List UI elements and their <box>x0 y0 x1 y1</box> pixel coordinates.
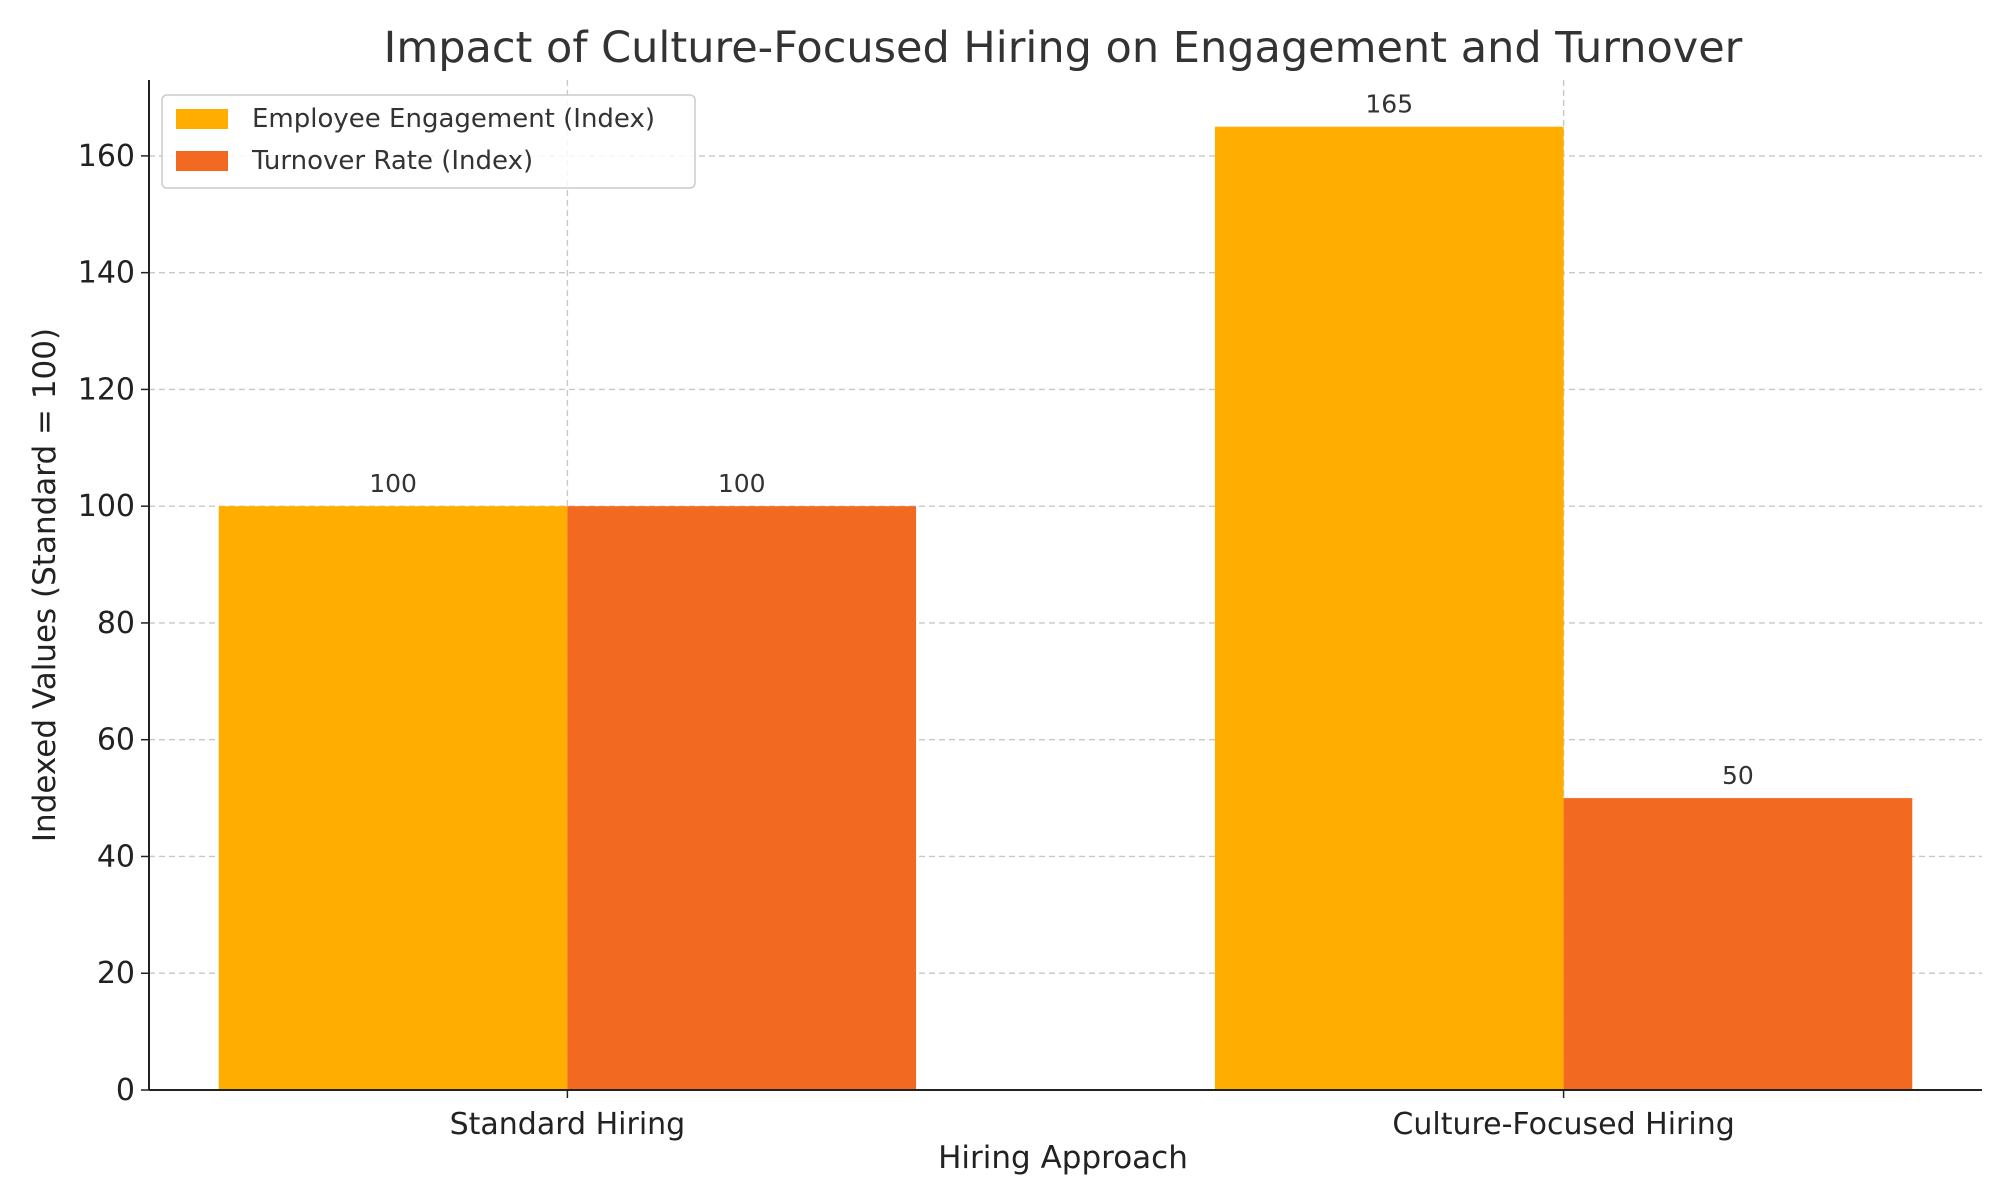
legend-label-engagement: Employee Engagement (Index) <box>252 104 655 134</box>
legend-swatch-turnover <box>176 151 228 171</box>
legend-label-turnover: Turnover Rate (Index) <box>251 146 533 176</box>
bar-series-0-cat-0 <box>218 506 568 1091</box>
legend-frame <box>161 94 696 189</box>
bars <box>218 126 1913 1091</box>
bar-series-0-cat-1 <box>1214 126 1564 1090</box>
x-tick-label: Standard Hiring <box>450 1107 686 1142</box>
x-axis-label: Hiring Approach <box>938 1140 1188 1176</box>
tick-labels: 0 20 40 60 80 100 120 140 160 Standard Hiring Cult… <box>78 139 1735 1142</box>
data-label: 165 <box>1365 90 1413 119</box>
bar-series-1-cat-1 <box>1563 798 1913 1090</box>
data-label: 100 <box>369 469 417 498</box>
bar-series-1-cat-0 <box>567 506 917 1091</box>
y-tick-label: 140 <box>78 256 135 291</box>
data-label: 100 <box>718 469 766 498</box>
data-labels: 100 165 100 50 <box>369 90 1754 790</box>
chart-title: Impact of Culture-Focused Hiring on Enga… <box>384 23 1743 73</box>
legend: Employee Engagement (Index) Turnover Rat… <box>161 94 696 189</box>
y-tick-label: 60 <box>97 723 135 758</box>
y-tick-label: 120 <box>78 372 135 407</box>
legend-swatch-engagement <box>176 109 228 129</box>
y-axis-label: Indexed Values (Standard = 100) <box>27 328 63 842</box>
y-tick-label: 100 <box>78 489 135 524</box>
y-tick-label: 80 <box>97 606 135 641</box>
y-tick-label: 40 <box>97 839 135 874</box>
y-tick-label: 0 <box>116 1073 135 1108</box>
axes <box>141 80 1982 1098</box>
y-tick-label: 20 <box>97 956 135 991</box>
x-tick-label: Culture-Focused Hiring <box>1392 1107 1734 1142</box>
y-tick-label: 160 <box>78 139 135 174</box>
data-label: 50 <box>1722 761 1754 790</box>
